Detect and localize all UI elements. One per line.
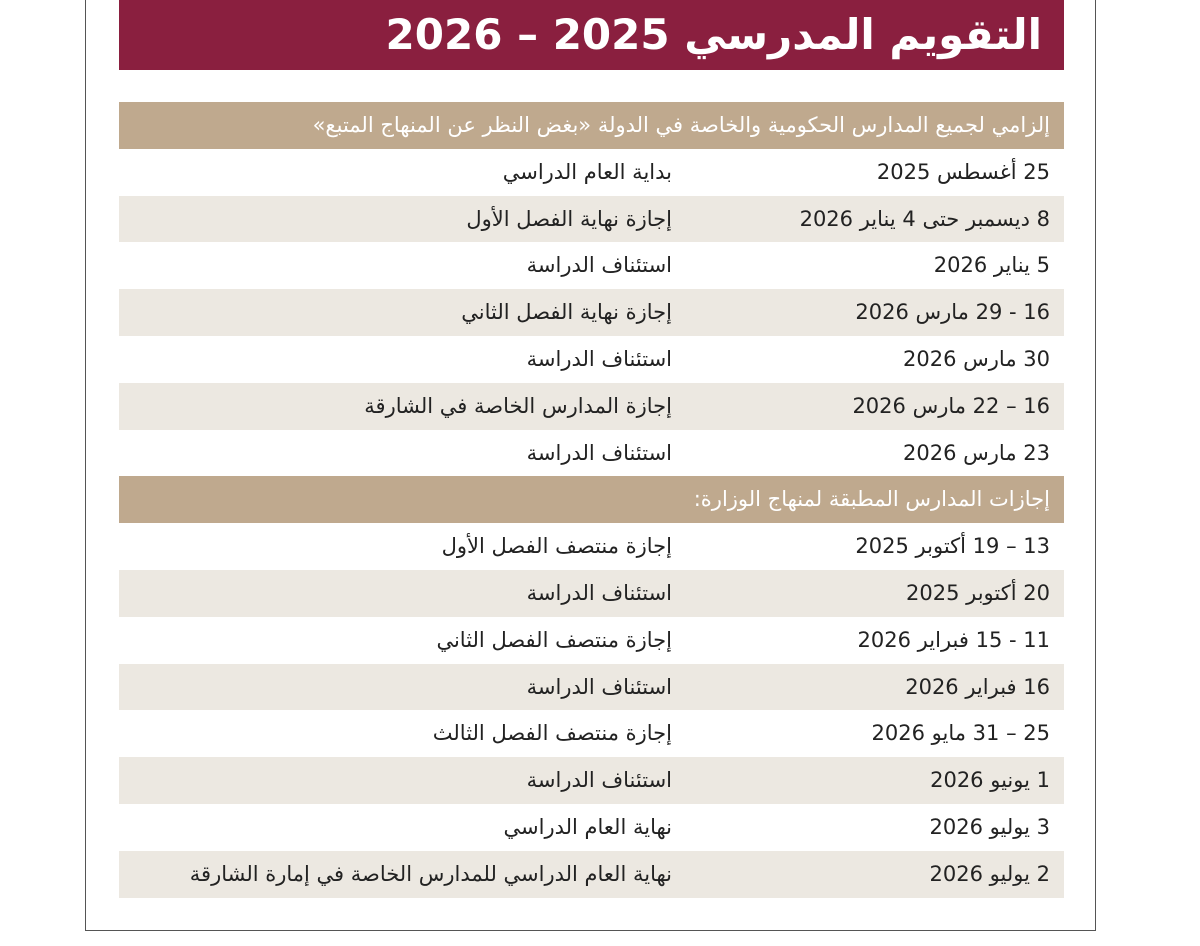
date: 2 يوليو 2026	[929, 861, 1050, 886]
calendar-row: 16 – 22 مارس 2026 إجازة المدارس الخاصة في…	[119, 382, 1064, 430]
calendar-row: 30 مارس 2026 استئناف الدراسة	[119, 336, 1064, 383]
event: استئناف الدراسة	[526, 674, 672, 699]
event: إجازة نهاية الفصل الأول	[466, 206, 672, 231]
frame	[85, 0, 1096, 931]
calendar-row: 2 يوليو 2026 نهاية العام الدراسي للمدارس …	[119, 850, 1064, 898]
event: نهاية العام الدراسي	[503, 815, 672, 839]
event: استئناف الدراسة	[526, 440, 672, 465]
date: 25 أغسطس 2025	[876, 159, 1050, 184]
date: 16 فبراير 2026	[905, 674, 1050, 699]
event: استئناف الدراسة	[526, 768, 672, 793]
event: استئناف الدراسة	[526, 581, 672, 605]
event: إجازة منتصف الفصل الثاني	[436, 627, 672, 652]
date: 11 - 15 فبراير 2026	[857, 627, 1050, 652]
calendar-row: 16 - 29 مارس 2026 إجازة نهاية الفصل الثان…	[119, 289, 1064, 337]
date: 16 - 29 مارس 2026	[855, 300, 1050, 325]
event: إجازة منتصف الفصل الثالث	[432, 721, 672, 746]
calendar-row: 3 يوليو 2026 نهاية العام الدراسي	[119, 804, 1064, 851]
section-title: إجازات المدارس المطبقة لمنهاج الوزارة:	[693, 487, 1050, 512]
date: 25 – 31 مايو 2026	[871, 721, 1050, 746]
calendar-row: 23 مارس 2026 استئناف الدراسة	[119, 429, 1064, 477]
date: 1 يونيو 2026	[930, 768, 1050, 793]
date: 20 أكتوبر 2025	[906, 581, 1050, 605]
calendar-row: 11 - 15 فبراير 2026 إجازة منتصف الفصل الث…	[119, 616, 1064, 664]
section-header: إجازات المدارس المطبقة لمنهاج الوزارة:	[119, 476, 1064, 524]
event: إجازة منتصف الفصل الأول	[441, 534, 672, 559]
date: 30 مارس 2026	[903, 347, 1050, 371]
event: إجازة المدارس الخاصة في الشارقة	[364, 393, 672, 418]
event: استئناف الدراسة	[526, 253, 672, 278]
date: 16 – 22 مارس 2026	[852, 393, 1050, 418]
date: 8 ديسمبر حتى 4 يناير 2026	[799, 206, 1050, 231]
calendar-row: 20 أكتوبر 2025 استئناف الدراسة	[119, 570, 1064, 617]
event: بداية العام الدراسي	[502, 159, 672, 184]
calendar-row: 1 يونيو 2026 استئناف الدراسة	[119, 757, 1064, 805]
title: التقويم المدرسي 2025 – 2026	[385, 10, 1042, 59]
calendar-row: 5 يناير 2026 استئناف الدراسة	[119, 242, 1064, 290]
calendar-row: 8 ديسمبر حتى 4 يناير 2026 إجازة نهاية الف…	[119, 195, 1064, 243]
date: 23 مارس 2026	[903, 440, 1050, 465]
date: 3 يوليو 2026	[929, 815, 1050, 839]
calendar-row: 16 فبراير 2026 استئناف الدراسة	[119, 663, 1064, 711]
calendar-row: 13 – 19 أكتوبر 2025 إجازة منتصف الفصل الأ…	[119, 523, 1064, 571]
event: نهاية العام الدراسي للمدارس الخاصة في إم…	[189, 861, 672, 886]
date: 13 – 19 أكتوبر 2025	[855, 534, 1050, 559]
section-title: إلزامي لجميع المدارس الحكومية والخاصة في…	[312, 113, 1050, 137]
event: استئناف الدراسة	[526, 347, 672, 371]
calendar-row: 25 – 31 مايو 2026 إجازة منتصف الفصل الثال…	[119, 710, 1064, 758]
calendar-row: 25 أغسطس 2025 بداية العام الدراسي	[119, 148, 1064, 196]
date: 5 يناير 2026	[933, 253, 1050, 278]
section-header: إلزامي لجميع المدارس الحكومية والخاصة في…	[119, 102, 1064, 149]
title-band: التقويم المدرسي 2025 – 2026	[119, 0, 1064, 70]
event: إجازة نهاية الفصل الثاني	[461, 300, 672, 325]
